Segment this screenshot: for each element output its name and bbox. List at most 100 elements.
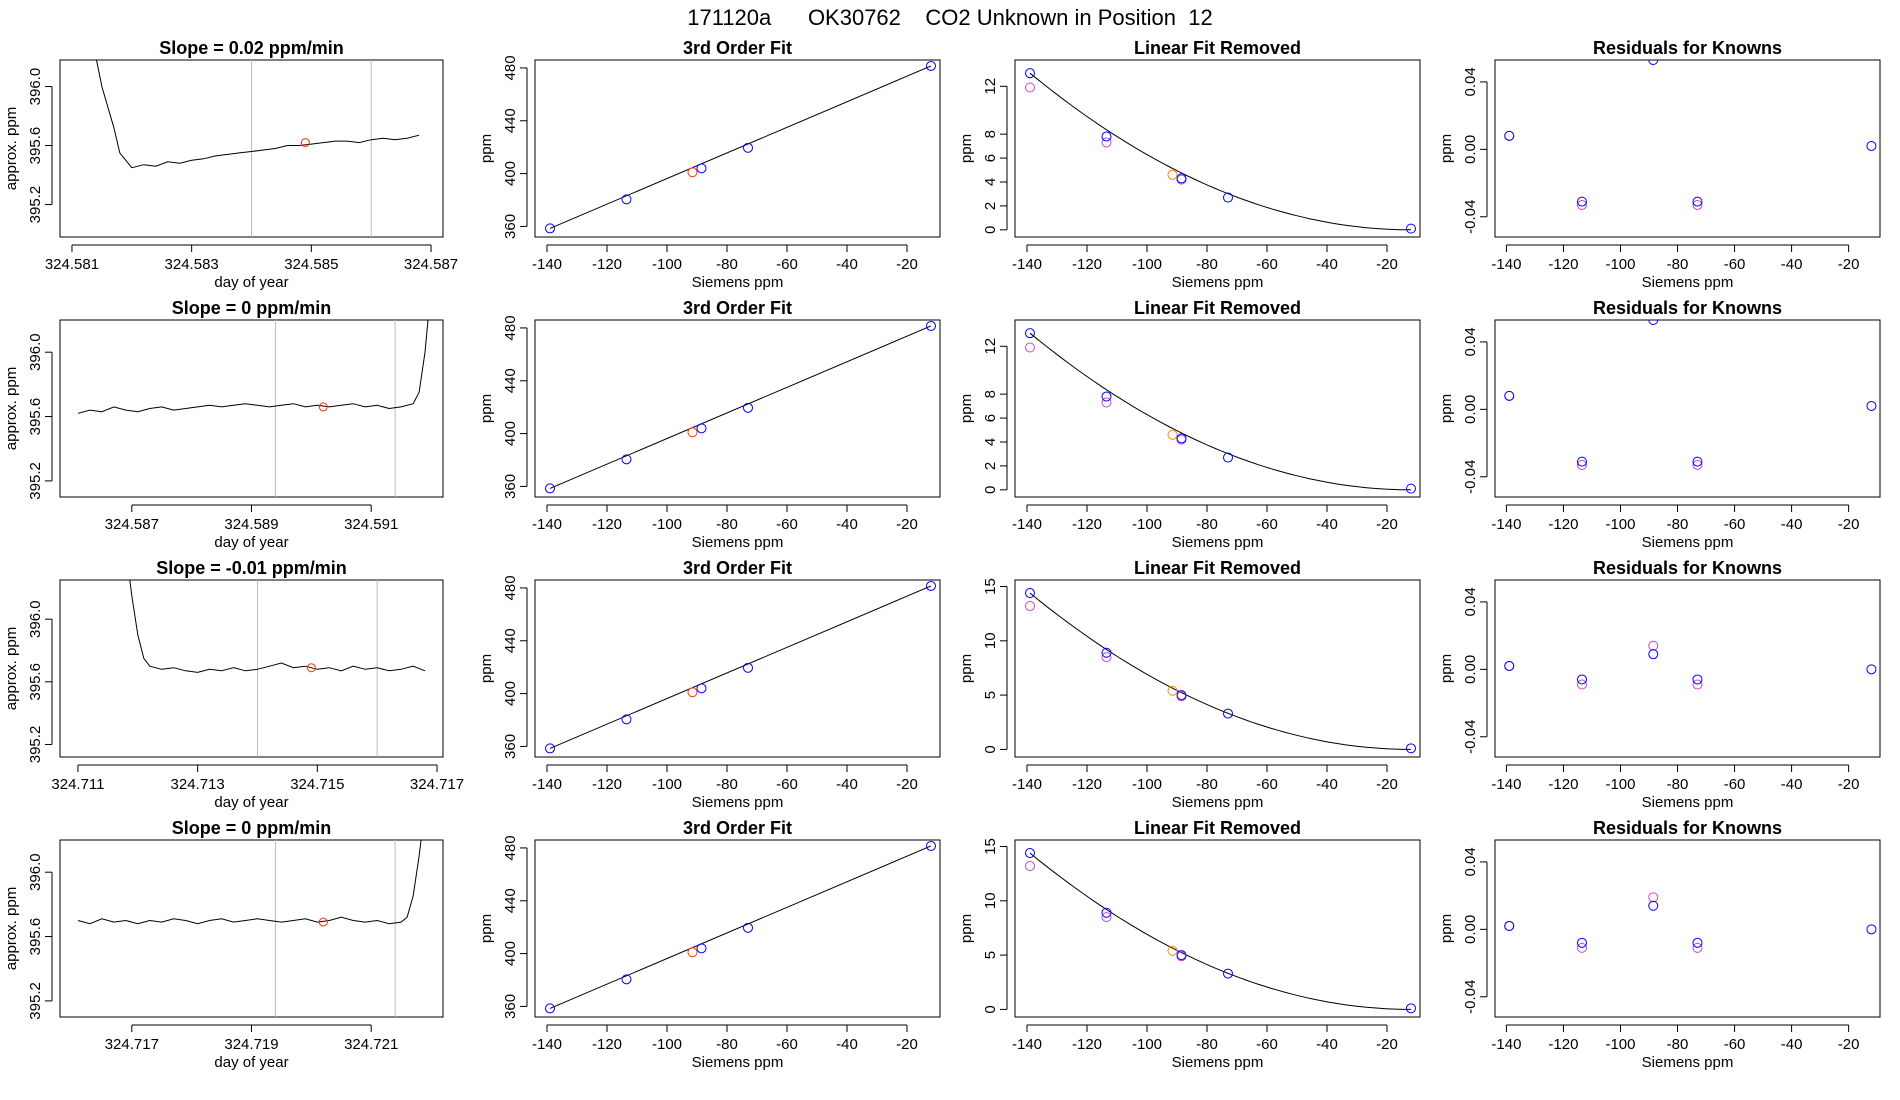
x-tick-label: -80: [1667, 256, 1689, 273]
x-tick-label: -140: [1012, 256, 1042, 273]
y-tick-label: 396.0: [27, 68, 44, 106]
y-axis-label: ppm: [478, 914, 495, 943]
plot-frame: [59, 319, 444, 498]
x-axis: 324.587 324.589 324.591 day of year: [105, 504, 398, 551]
x-tick-label: -40: [1781, 516, 1803, 533]
x-tick-label: -20: [1838, 516, 1860, 533]
known-point: [1025, 848, 1035, 859]
known-point: [1576, 196, 1587, 207]
plot-area: [545, 60, 936, 234]
raw-known-point: [1648, 640, 1659, 651]
raw-known-point: [1576, 199, 1587, 210]
y-tick-label: 395.2: [27, 186, 44, 224]
x-tick-label: -100: [1605, 256, 1635, 273]
x-axis: -140 -120 -100 -80 -60 -40 -20 Siemens ppm: [532, 504, 918, 551]
panel-title: Residuals for Knowns: [1593, 818, 1782, 838]
x-axis: 324.717 324.719 324.721 day of year: [105, 1024, 398, 1071]
x-tick-label: -60: [1256, 516, 1278, 533]
plot-area: [1504, 60, 1877, 210]
x-axis: -140 -120 -100 -80 -60 -40 -20 Siemens ppm: [1012, 504, 1398, 551]
plot-frame: [1494, 839, 1881, 1018]
y-tick-label: 4: [982, 178, 999, 186]
known-point: [1692, 937, 1703, 948]
x-tick-label: 324.587: [404, 256, 458, 273]
plot-area: [129, 580, 426, 757]
plot-frame: [59, 579, 444, 758]
series-line-trace: [129, 580, 426, 673]
x-axis: -140 -120 -100 -80 -60 -40 -20 Siemens ppm: [1012, 244, 1398, 291]
panel-title: Linear Fit Removed: [1134, 818, 1301, 838]
sample-mean-point: [300, 138, 310, 148]
y-tick-label: 360: [502, 474, 519, 499]
y-axis-label: ppm: [1438, 914, 1455, 943]
x-tick-label: -120: [1548, 1036, 1578, 1053]
y-tick-label: 10: [982, 632, 999, 649]
known-point: [621, 194, 632, 205]
x-tick-label: -40: [1781, 256, 1803, 273]
plot-area: [77, 320, 429, 497]
known-point: [743, 922, 753, 933]
x-tick-label: -20: [1376, 516, 1398, 533]
x-tick-label: -100: [652, 776, 682, 793]
y-axis: 0 5 10 15 ppm: [958, 578, 1008, 754]
raw-known-point: [1101, 912, 1112, 923]
panel-title: Linear Fit Removed: [1134, 558, 1301, 578]
y-axis-label: ppm: [478, 394, 495, 423]
y-tick-label: 400: [502, 941, 519, 966]
x-tick-label: -120: [1072, 776, 1102, 793]
panel-title: Slope = 0.02 ppm/min: [159, 38, 344, 58]
y-tick-label: 5: [982, 951, 999, 959]
sample-point: [687, 687, 698, 698]
fit-curve: [549, 585, 932, 749]
fit-curve: [1029, 852, 1411, 1010]
series-line-trace: [95, 60, 420, 169]
known-point: [1576, 456, 1587, 467]
x-tick-label: -40: [1316, 516, 1338, 533]
x-tick-label: -40: [836, 776, 858, 793]
y-axis: -0.04 0.00 0.04 ppm: [1438, 327, 1488, 494]
x-tick-label: 324.711: [51, 776, 104, 793]
y-axis: 0 2 4 6 8 12 ppm: [958, 338, 1008, 494]
known-point: [743, 142, 753, 153]
plot-area: [1504, 320, 1877, 470]
x-tick-label: -40: [1316, 776, 1338, 793]
known-point: [1576, 937, 1587, 948]
x-tick-label: -140: [1491, 256, 1521, 273]
x-tick-label: -100: [1605, 1036, 1635, 1053]
x-tick-label: -80: [1196, 256, 1218, 273]
x-axis-label: Siemens ppm: [692, 794, 784, 811]
raw-known-point: [1648, 892, 1659, 903]
x-axis: -140 -120 -100 -80 -60 -40 -20 Siemens ppm: [532, 764, 918, 811]
x-axis-label: Siemens ppm: [1642, 1054, 1734, 1071]
known-point: [1692, 456, 1703, 467]
panel-r2-c2: 3rd Order Fit -140 -120 -100 -80 -60 -40 -20 Sie…: [478, 298, 941, 551]
x-tick-label: -100: [1605, 516, 1635, 533]
y-tick-label: 440: [502, 888, 519, 913]
known-point: [621, 714, 632, 725]
x-tick-label: 324.721: [344, 1036, 398, 1053]
x-tick-label: -20: [1838, 256, 1860, 273]
panel-title: Residuals for Knowns: [1593, 298, 1782, 318]
known-point: [1223, 968, 1233, 979]
x-axis-label: Siemens ppm: [1172, 274, 1264, 291]
y-tick-label: -0.04: [1462, 200, 1479, 234]
panel-r4-c3: Linear Fit Removed-140 -120 -100 -80 -60 -40-…: [958, 818, 1421, 1071]
x-tick-label: -100: [652, 516, 682, 533]
known-point: [1648, 900, 1659, 911]
y-tick-label: 396.0: [27, 853, 44, 891]
x-tick-label: -20: [1838, 1036, 1860, 1053]
y-axis-label: ppm: [478, 134, 495, 163]
raw-known-point: [1576, 459, 1587, 470]
y-tick-label: 480: [502, 575, 519, 600]
x-tick-label: -60: [1724, 516, 1746, 533]
known-point: [1866, 664, 1877, 675]
y-axis: 395.2 395.6 396.0 approx. ppm: [3, 68, 53, 224]
fit-curve: [1029, 332, 1411, 491]
known-point: [926, 840, 936, 851]
x-tick-label: -40: [1781, 776, 1803, 793]
x-tick-label: -80: [716, 1036, 738, 1053]
panel-title: 3rd Order Fit: [683, 38, 792, 58]
known-point: [1692, 674, 1703, 685]
y-axis: 360 400 440 480 ppm: [478, 575, 528, 759]
x-tick-label: 324.591: [344, 516, 398, 533]
